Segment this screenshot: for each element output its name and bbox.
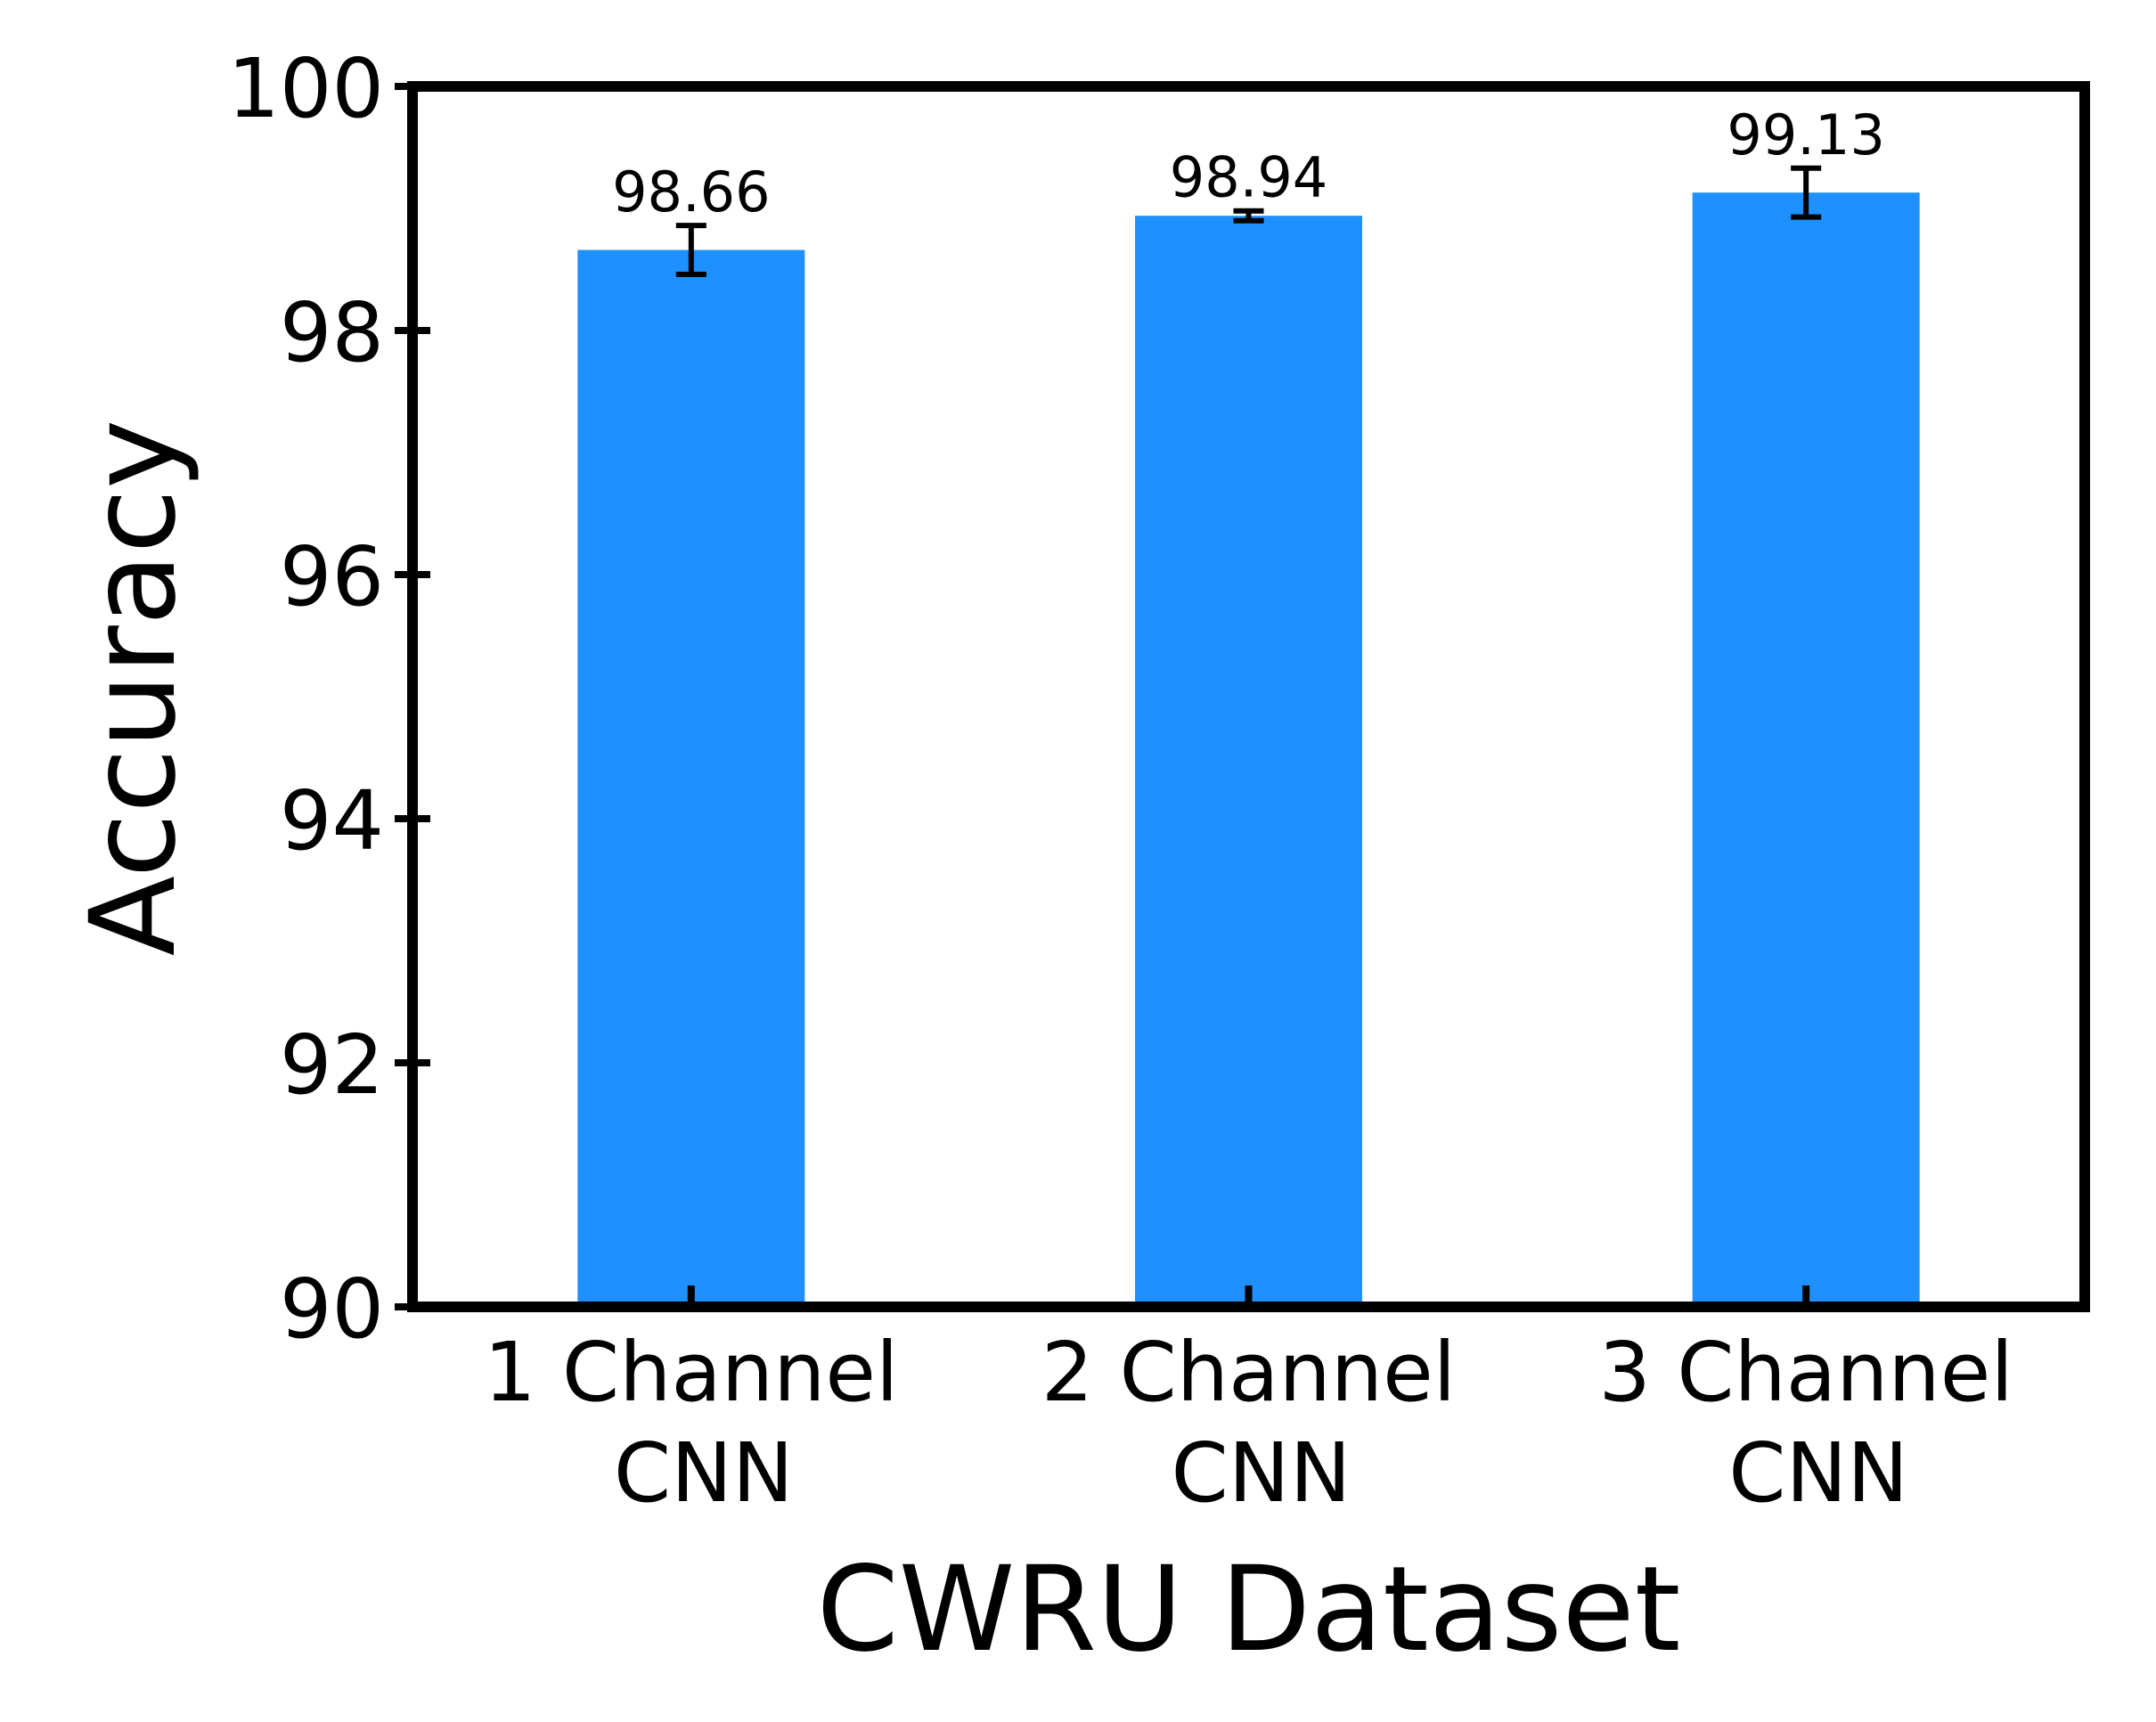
bars-layer [577,192,1920,1308]
y-tick-label-96: 96 [280,529,384,624]
bar-2 [1135,216,1362,1308]
y-tick-label-92: 92 [280,1017,384,1113]
y-tick-label-90: 90 [280,1261,384,1357]
errorbars-layer [675,165,1822,277]
bar-1 [577,249,805,1308]
error-bar-1 [675,223,706,277]
y-tick-label-94: 94 [280,773,384,869]
x-axis-label: CWRU Dataset [817,1541,1681,1678]
y-axis-label: Accuracy [65,420,202,957]
y-tick-label-98: 98 [280,285,384,380]
data-label-2: 98.94 [1170,145,1328,210]
x-tick-label-1: 1 Channel CNN [484,1325,898,1521]
plot-frame [407,81,2090,1312]
y-tick-label-100: 100 [227,41,384,136]
x-tick-label-2: 2 Channel CNN [1041,1325,1456,1521]
x-tick-label-3: 3 Channel CNN [1598,1325,2013,1521]
data-label-3: 99.13 [1727,102,1885,167]
error-bar-2 [1233,208,1264,224]
bar-3 [1692,192,1920,1308]
data-label-1: 98.66 [612,159,771,224]
labels-layer: 98.66 1 Channel CNN 98.94 2 Channel CNN 99.13 3… [227,41,2013,1521]
error-bar-3 [1791,165,1822,220]
